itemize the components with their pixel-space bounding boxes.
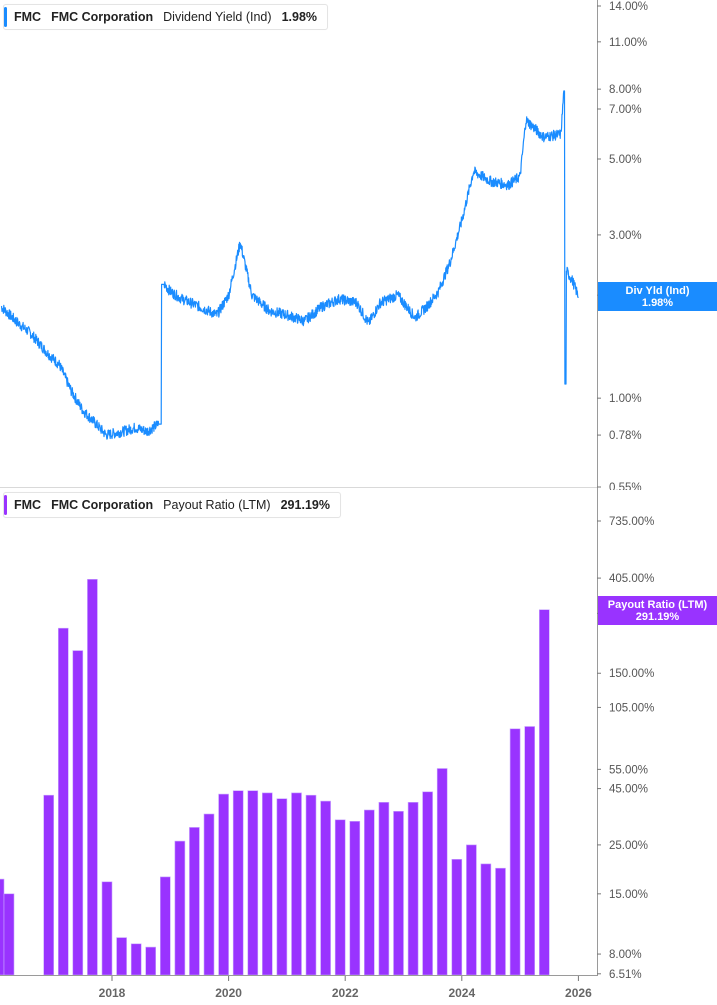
- y-tick-label: 150.00%: [609, 668, 654, 680]
- payout-ratio-value-tag: Payout Ratio (LTM) 291.19%: [598, 596, 717, 625]
- x-tick-label: 2026: [565, 986, 592, 1000]
- payout-ratio-bar: [291, 792, 302, 976]
- payout-ratio-bar: [451, 858, 463, 976]
- payout-ratio-bar: [87, 578, 98, 976]
- y-tick-label: 11.00%: [609, 37, 647, 49]
- tag-label: Div Yld (Ind): [625, 285, 690, 297]
- y-tick-label: 0.78%: [609, 430, 642, 442]
- legend-company: FMC Corporation: [51, 498, 154, 512]
- y-tick-label: 25.00%: [609, 840, 648, 852]
- payout-ratio-bar: [334, 819, 346, 976]
- bottom-y-axis-ticks: 735.00% 405.00% 150.00% 105.00% 55.00% 45.00%…: [597, 516, 654, 981]
- payout-ratio-bar: [422, 791, 433, 976]
- x-tick-label: 2024: [448, 986, 475, 1000]
- x-tick-label: 2022: [332, 986, 359, 1000]
- payout-ratio-bar: [305, 794, 317, 976]
- payout-ratio-bar: [160, 876, 171, 976]
- legend-metric: Dividend Yield (Ind): [163, 10, 272, 24]
- payout-ratio-bar: [320, 800, 331, 976]
- y-tick-label: 8.00%: [609, 84, 642, 96]
- y-tick-label: 6.51%: [609, 969, 642, 981]
- legend-ticker: FMC: [14, 498, 42, 512]
- payout-ratio-bar: [495, 867, 506, 976]
- tag-label: Payout Ratio (LTM): [607, 599, 708, 611]
- payout-ratio-bar: [174, 840, 186, 976]
- payout-ratio-bar: [509, 728, 521, 976]
- payout-ratio-bar: [524, 726, 536, 976]
- payout-ratio-bar: [407, 801, 419, 976]
- payout-ratio-bar: [203, 813, 215, 976]
- legend-color-swatch: [4, 7, 7, 27]
- y-tick-label: 7.00%: [609, 104, 642, 116]
- x-axis-ticks: 2018 2020 2022 2024 2026: [99, 976, 592, 1000]
- payout-ratio-bar: [130, 943, 142, 976]
- payout-ratio-bar: [378, 801, 390, 976]
- legend-color-swatch: [4, 495, 7, 515]
- payout-ratio-bar: [57, 627, 69, 976]
- y-tick-label: 0.55%: [609, 482, 642, 490]
- y-tick-label: 55.00%: [609, 764, 648, 776]
- y-tick-label: 1.00%: [609, 393, 642, 405]
- payout-ratio-bar: [101, 881, 113, 976]
- legend-ticker: FMC: [14, 10, 42, 24]
- y-tick-label: 3.00%: [609, 230, 642, 242]
- payout-ratio-bar: [480, 863, 492, 976]
- payout-ratio-bar: [436, 768, 448, 976]
- payout-ratio-bar: [276, 798, 288, 976]
- dividend-yield-line: [0, 90, 579, 440]
- payout-ratio-bar: [0, 878, 5, 976]
- payout-ratio-plot-area: [0, 578, 550, 976]
- payout-ratio-bar: [116, 937, 127, 976]
- payout-ratio-bar: [232, 790, 244, 976]
- payout-ratio-bar: [261, 792, 273, 976]
- dividend-yield-plot-area: [0, 90, 579, 440]
- tag-value: 291.19%: [635, 611, 680, 623]
- payout-ratio-bar: [3, 893, 15, 976]
- top-y-axis-ticks: 14.00% 11.00% 8.00% 7.00% 5.00% 3.00% 1.00% 0.7…: [597, 1, 648, 490]
- legend-metric: Payout Ratio (LTM): [163, 498, 271, 512]
- y-tick-label: 405.00%: [609, 573, 654, 585]
- payout-ratio-bar: [189, 827, 200, 976]
- payout-ratio-bar: [145, 946, 156, 976]
- payout-ratio-bar: [43, 794, 55, 976]
- dividend-yield-value-tag: Div Yld (Ind) 1.98%: [598, 282, 717, 311]
- x-tick-label: 2018: [99, 986, 126, 1000]
- y-tick-label: 5.00%: [609, 154, 642, 166]
- payout-ratio-bar: [218, 793, 229, 976]
- dividend-yield-legend[interactable]: FMC FMC Corporation Dividend Yield (Ind)…: [3, 4, 329, 30]
- y-tick-label: 735.00%: [609, 516, 654, 528]
- payout-ratio-bar: [363, 809, 375, 976]
- y-tick-label: 14.00%: [609, 1, 648, 13]
- legend-company: FMC Corporation: [51, 10, 154, 24]
- payout-ratio-bar: [393, 810, 404, 976]
- y-tick-label: 45.00%: [609, 784, 648, 796]
- tag-value: 1.98%: [641, 297, 674, 309]
- payout-ratio-bar: [72, 650, 84, 976]
- legend-value: 1.98%: [281, 10, 318, 24]
- panel-separator: [0, 487, 597, 488]
- payout-ratio-legend[interactable]: FMC FMC Corporation Payout Ratio (LTM) 2…: [3, 492, 341, 518]
- y-tick-label: 15.00%: [609, 889, 648, 901]
- legend-value: 291.19%: [280, 498, 330, 512]
- y-tick-label: 8.00%: [609, 949, 642, 961]
- payout-ratio-bar: [349, 820, 361, 976]
- payout-ratio-bar: [538, 609, 550, 976]
- payout-ratio-bar: [466, 844, 477, 976]
- y-tick-label: 105.00%: [609, 702, 654, 714]
- payout-ratio-bar: [247, 790, 259, 976]
- dividend-yield-chart: 14.00% 11.00% 8.00% 7.00% 5.00% 3.00% 1.00% 0.7…: [0, 0, 648, 490]
- x-tick-label: 2020: [215, 986, 242, 1000]
